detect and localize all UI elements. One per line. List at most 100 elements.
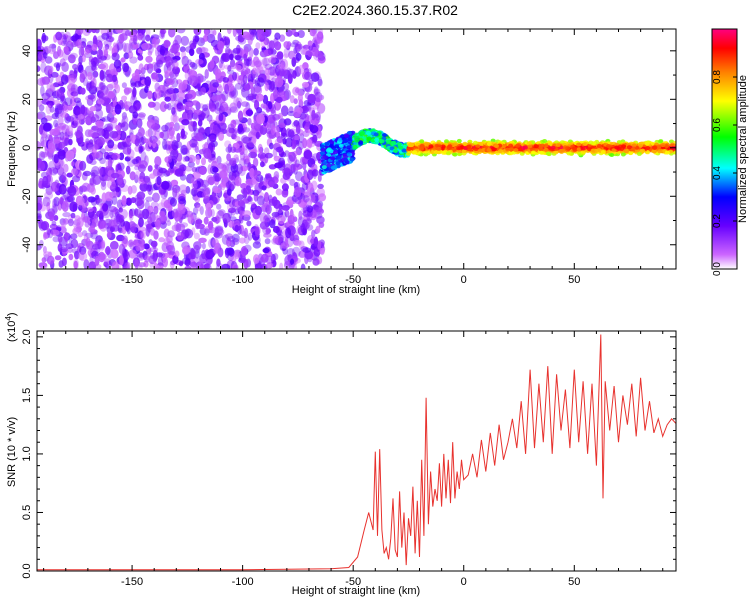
spectrogram-cell — [224, 83, 230, 95]
spectrogram-cell — [122, 62, 130, 73]
spectrogram-cell — [37, 202, 42, 211]
spectrogram-cell — [234, 176, 242, 187]
spectrogram-cell — [171, 208, 179, 219]
spectrogram-cell — [69, 201, 78, 212]
spectrogram-cell — [198, 237, 207, 243]
spectrogram-cell — [111, 261, 120, 269]
spectrogram-cell — [228, 207, 236, 213]
spectrogram-cell — [283, 53, 288, 59]
spectrogram-cell — [209, 251, 215, 258]
spectrogram-cell — [176, 231, 184, 241]
spectrogram-cell — [235, 97, 243, 107]
spectrogram-cell — [110, 248, 119, 259]
spectrogram-cell — [230, 175, 236, 182]
spectrogram-cell — [311, 153, 321, 162]
spectrogram-cell — [291, 263, 297, 269]
spectrogram-cell — [161, 139, 168, 150]
spectrogram-cell — [236, 206, 242, 212]
spectrogram-cell — [347, 137, 353, 142]
spectrogram-cell — [63, 46, 69, 54]
spectrogram-cell — [314, 97, 321, 107]
spectrogram-cell — [222, 77, 230, 83]
spectrogram-cell — [303, 149, 313, 160]
spectrogram-cell — [202, 186, 211, 195]
spectrogram-cell — [312, 29, 317, 41]
spectrogram-cell — [254, 235, 261, 245]
spectrogram-cell — [131, 158, 139, 165]
spectrogram-cell — [294, 197, 302, 205]
spectrogram-cell — [236, 44, 241, 54]
spectrogram-cell — [304, 71, 313, 81]
spectrogram-cell — [57, 141, 66, 150]
spectrogram-cell — [106, 125, 113, 131]
spectrogram-cell — [103, 175, 113, 181]
spectrogram-cell — [320, 147, 326, 152]
spectrogram-cell — [166, 78, 175, 86]
spectrogram-cell — [307, 234, 315, 245]
spectrogram-cell — [85, 237, 91, 248]
spectrogram-cell — [242, 153, 250, 163]
spectrogram-cell — [37, 160, 46, 172]
spectrogram-cell — [78, 185, 88, 193]
spectrogram-cell — [229, 102, 238, 113]
spectrogram-cell — [298, 117, 306, 128]
spectrogram-cell — [272, 89, 280, 100]
spectrogram-cell — [185, 93, 193, 99]
spectrogram-cell — [229, 157, 237, 167]
spectrogram-cell — [43, 122, 52, 132]
spectrogram-cell — [41, 76, 51, 85]
spectrogram-cell — [137, 54, 144, 61]
spectrogram-cell — [176, 132, 181, 143]
spectrogram-cell — [253, 193, 259, 202]
spectrogram-cell — [231, 219, 240, 227]
spectrogram-cell — [203, 228, 208, 236]
spectrogram-cell — [169, 71, 175, 79]
spectrogram-cell — [175, 222, 182, 233]
spectrogram-cell — [219, 182, 229, 188]
spectrogram-cell — [37, 213, 42, 220]
spectrogram-cell — [132, 72, 139, 80]
spectrogram-cell — [373, 132, 379, 137]
spectrogram-cell — [74, 128, 82, 139]
spectrogram-cell — [55, 31, 63, 41]
spectrogram-cell — [141, 231, 146, 239]
spectrogram-cell — [302, 247, 311, 253]
spectrogram-cell — [57, 45, 62, 57]
spectrogram-cell — [196, 204, 202, 212]
spectrogram-cell — [137, 244, 145, 251]
spectrogram-cell — [171, 59, 179, 70]
spectrogram-cell — [174, 168, 184, 177]
spectrogram-cell — [212, 82, 220, 88]
spectrogram-cell — [191, 187, 198, 197]
spectrogram-cell — [161, 180, 170, 190]
spectrogram-cell — [214, 232, 223, 239]
spectrogram-cell — [253, 48, 259, 56]
spectrogram-cell — [194, 195, 200, 203]
spectrogram-cell — [317, 52, 326, 61]
spectrogram-cell — [148, 63, 154, 69]
spectrogram-cell — [255, 93, 264, 102]
spectrogram-cell — [307, 40, 313, 47]
spectrogram-cell — [277, 112, 284, 120]
spectrogram-cell — [87, 129, 94, 137]
spectrogram-cell — [75, 108, 82, 116]
spectrogram-cell — [91, 29, 97, 34]
spectrogram-cell — [187, 214, 195, 224]
spectrogram-cell — [122, 261, 129, 269]
spectrogram-cell — [123, 43, 131, 54]
spectrogram-cell — [185, 186, 191, 194]
spectrogram-cell — [306, 169, 314, 181]
spectrogram-cell — [236, 163, 243, 175]
spectrogram-cell — [247, 195, 252, 202]
spectrogram-cell — [276, 51, 284, 60]
spectrogram-cell — [42, 52, 48, 59]
spectrogram-cell — [46, 255, 55, 265]
spectrogram-cell — [245, 109, 254, 116]
spectrogram-cell — [318, 193, 327, 202]
spectrogram-cell — [172, 66, 181, 75]
spectrogram-cell — [298, 64, 305, 75]
spectrogram-cell — [194, 202, 201, 208]
spectrogram-cell — [173, 122, 180, 132]
spectrogram-cell — [99, 241, 105, 251]
spectrogram-cell — [101, 166, 108, 176]
